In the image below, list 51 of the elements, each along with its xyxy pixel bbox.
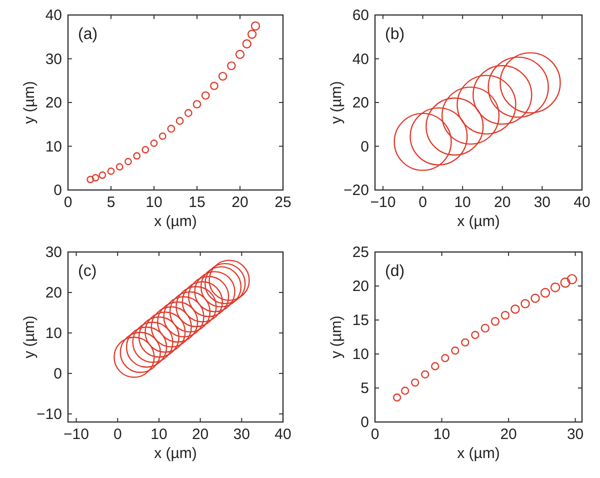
y-tick-label: 20	[45, 284, 62, 302]
x-tick-label: 25	[274, 194, 292, 211]
x-tick-label: 30	[566, 426, 584, 443]
x-axis-title: x (µm)	[457, 213, 500, 230]
x-tick-label: 5	[106, 194, 116, 211]
y-axis-title: y (µm)	[328, 316, 345, 358]
annotation: (b)	[385, 26, 405, 43]
y-tick-label: 30	[45, 244, 62, 261]
annotation: (c)	[78, 263, 97, 280]
y-tick-label: 60	[352, 7, 369, 24]
x-axis-title: x (µm)	[154, 445, 197, 462]
y-tick-label: −20	[344, 182, 369, 199]
y-tick-label: 30	[45, 50, 62, 68]
annotation: (d)	[385, 263, 405, 280]
y-tick-label: 10	[352, 346, 369, 363]
y-tick-label: 0	[54, 365, 62, 382]
x-tick-label: 20	[494, 194, 511, 211]
x-tick-label: 15	[188, 194, 206, 211]
y-tick-label: 0	[54, 182, 62, 199]
y-tick-label: 0	[360, 138, 369, 156]
x-tick-label: 0	[113, 426, 122, 443]
x-tick-label: 40	[274, 426, 292, 443]
x-tick-label: 30	[233, 426, 250, 443]
y-tick-label: 15	[352, 312, 369, 329]
y-tick-label: 40	[45, 7, 62, 24]
x-tick-label: 40	[574, 194, 590, 211]
x-tick-label: 0	[418, 194, 427, 211]
y-tick-label: 20	[352, 94, 369, 112]
y-axis-title: y (µm)	[21, 316, 38, 358]
y-tick-label: −10	[36, 406, 62, 423]
x-tick-label: 10	[454, 194, 471, 211]
x-tick-label: 30	[534, 194, 551, 211]
x-tick-label: 10	[433, 426, 450, 443]
y-tick-label: 20	[352, 278, 369, 295]
x-axis-title: x (µm)	[457, 445, 500, 462]
y-tick-label: 10	[45, 138, 62, 156]
x-tick-label: 20	[192, 426, 209, 443]
y-tick-label: 10	[45, 324, 62, 342]
y-tick-label: 20	[45, 94, 62, 112]
x-tick-label: 20	[232, 194, 248, 211]
y-tick-label: 40	[352, 50, 369, 68]
y-tick-label: 5	[360, 380, 369, 397]
x-tick-label: 20	[500, 426, 517, 443]
annotation: (a)	[78, 26, 98, 43]
x-tick-label: 10	[146, 194, 162, 211]
y-axis-title: y (µm)	[21, 81, 38, 124]
x-axis-title: x (µm)	[154, 213, 197, 230]
y-tick-label: 0	[360, 414, 369, 431]
y-axis-title: y (µm)	[328, 81, 345, 124]
x-tick-label: 10	[150, 426, 168, 443]
y-tick-label: 25	[352, 244, 369, 261]
